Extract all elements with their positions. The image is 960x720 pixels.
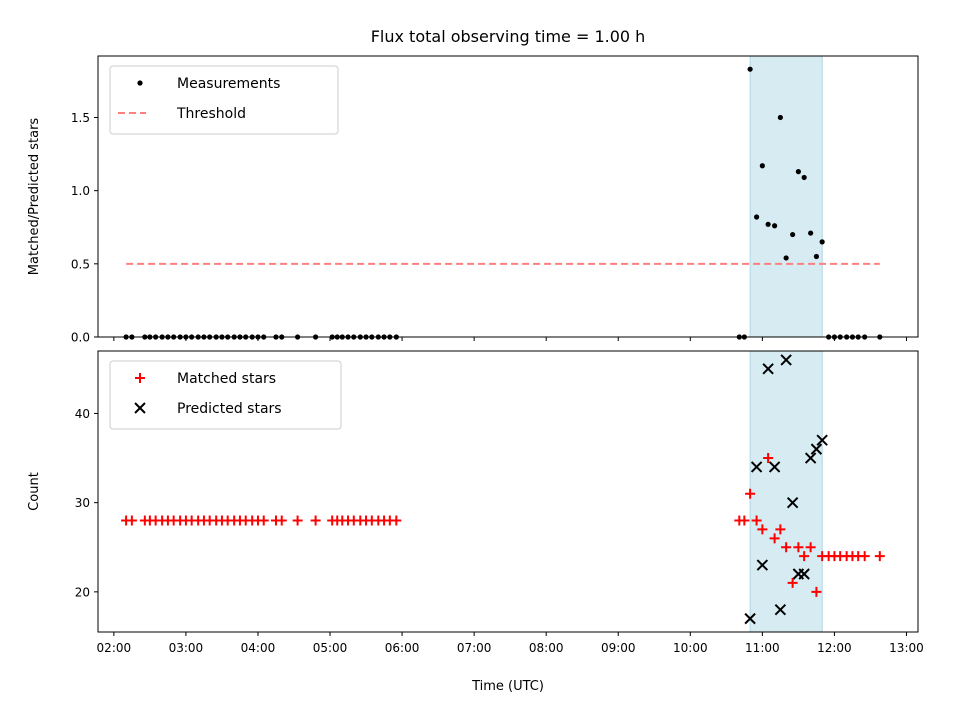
predicted-star-point bbox=[762, 363, 774, 375]
x-tick-label: 04:00 bbox=[241, 641, 276, 655]
x-tick-label: 05:00 bbox=[313, 641, 348, 655]
matched-star-point bbox=[805, 542, 816, 553]
chart-title: Flux total observing time = 1.00 h bbox=[371, 27, 646, 46]
legend-box bbox=[109, 65, 339, 135]
matched-star-point bbox=[793, 542, 804, 553]
measurement-point bbox=[783, 255, 789, 261]
legend-label: Matched stars bbox=[177, 371, 276, 387]
measurement-point bbox=[808, 230, 814, 236]
matched-star-point bbox=[126, 515, 137, 526]
matched-star-point bbox=[751, 515, 762, 526]
legend-marker bbox=[134, 402, 146, 414]
legend-label: Measurements bbox=[177, 76, 280, 92]
shaded-region bbox=[749, 55, 823, 338]
legend-marker bbox=[137, 80, 143, 86]
matched-star-point bbox=[787, 577, 798, 588]
measurement-point bbox=[790, 231, 796, 238]
predicted-star-point bbox=[768, 461, 781, 473]
y-tick-label: 40 bbox=[75, 407, 90, 421]
predicted-star-point bbox=[780, 354, 792, 366]
matched-star-point bbox=[769, 533, 780, 544]
x-tick-label: 12:00 bbox=[817, 641, 852, 655]
y-axis-label: Count bbox=[27, 472, 42, 511]
x-tick-label: 03:00 bbox=[169, 641, 204, 655]
x-tick-label: 02:00 bbox=[97, 641, 132, 655]
predicted-star-point bbox=[786, 496, 799, 509]
x-tick-label: 09:00 bbox=[601, 641, 636, 655]
measurement-point bbox=[795, 169, 801, 175]
y-tick-label: 20 bbox=[75, 585, 90, 599]
predicted-star-point bbox=[816, 434, 828, 446]
shaded-region bbox=[749, 350, 823, 633]
bottom-panel: 20 30 40 02:00 03:00 04:00 05:00 06:00 07:00 08:0… bbox=[27, 350, 924, 694]
measurement-point bbox=[753, 214, 760, 220]
predicted-star-point bbox=[804, 452, 817, 464]
measurement-point bbox=[765, 221, 771, 227]
matched-star-point bbox=[811, 586, 822, 597]
y-tick-label: 1.0 bbox=[71, 184, 90, 198]
measurement-point bbox=[759, 163, 765, 169]
measurement-point bbox=[772, 223, 778, 229]
measurement-point bbox=[819, 239, 825, 245]
axes-frame bbox=[97, 350, 919, 633]
y-axis-label: Matched/Predicted stars bbox=[27, 118, 42, 276]
predicted-star-point bbox=[798, 568, 810, 580]
matched-star-point bbox=[874, 551, 885, 562]
y-tick-label: 0.5 bbox=[71, 257, 90, 271]
legend-marker bbox=[135, 373, 145, 383]
matched-star-point bbox=[745, 488, 756, 499]
x-tick-label: 11:00 bbox=[745, 641, 780, 655]
matched-star-point bbox=[391, 515, 402, 526]
matched-star-point bbox=[310, 515, 321, 526]
matched-star-point bbox=[757, 524, 768, 535]
matched-star-point bbox=[781, 542, 792, 553]
measurement-point bbox=[813, 253, 820, 260]
measurement-point bbox=[801, 174, 807, 181]
matched-star-point bbox=[292, 515, 303, 526]
measurement-point bbox=[747, 66, 753, 72]
y-tick-label: 1.5 bbox=[71, 111, 90, 125]
predicted-star-point bbox=[810, 443, 823, 455]
predicted-star-point bbox=[774, 603, 787, 616]
measurement-point bbox=[777, 114, 783, 121]
predicted-star-point bbox=[744, 612, 756, 625]
top-panel: 0.0 0.5 1.0 1.5 Matched/Predicted stars Measu… bbox=[27, 55, 919, 345]
matched-star-point bbox=[775, 524, 786, 535]
x-tick-label: 10:00 bbox=[673, 641, 708, 655]
axes-frame bbox=[97, 55, 919, 338]
matched-star-point bbox=[739, 515, 750, 526]
legend-label: Predicted stars bbox=[177, 401, 282, 417]
x-axis-label: Time (UTC) bbox=[471, 679, 544, 694]
matched-star-point bbox=[258, 515, 269, 526]
matched-star-point bbox=[859, 551, 870, 562]
x-tick-label: 07:00 bbox=[457, 641, 492, 655]
matched-star-point bbox=[799, 551, 810, 562]
x-tick-label: 13:00 bbox=[889, 641, 924, 655]
predicted-star-point bbox=[750, 461, 763, 473]
legend: Measurements Threshold bbox=[109, 65, 339, 135]
y-tick-label: 30 bbox=[75, 496, 90, 510]
y-tick-label: 0.0 bbox=[71, 331, 90, 345]
legend: Matched stars Predicted stars bbox=[109, 360, 342, 430]
predicted-star-point bbox=[756, 559, 769, 571]
x-tick-label: 08:00 bbox=[529, 641, 564, 655]
matched-star-point bbox=[276, 515, 287, 526]
legend-label: Threshold bbox=[176, 106, 246, 122]
legend-box bbox=[109, 360, 342, 430]
x-tick-label: 06:00 bbox=[385, 641, 420, 655]
matched-star-point bbox=[763, 453, 774, 464]
